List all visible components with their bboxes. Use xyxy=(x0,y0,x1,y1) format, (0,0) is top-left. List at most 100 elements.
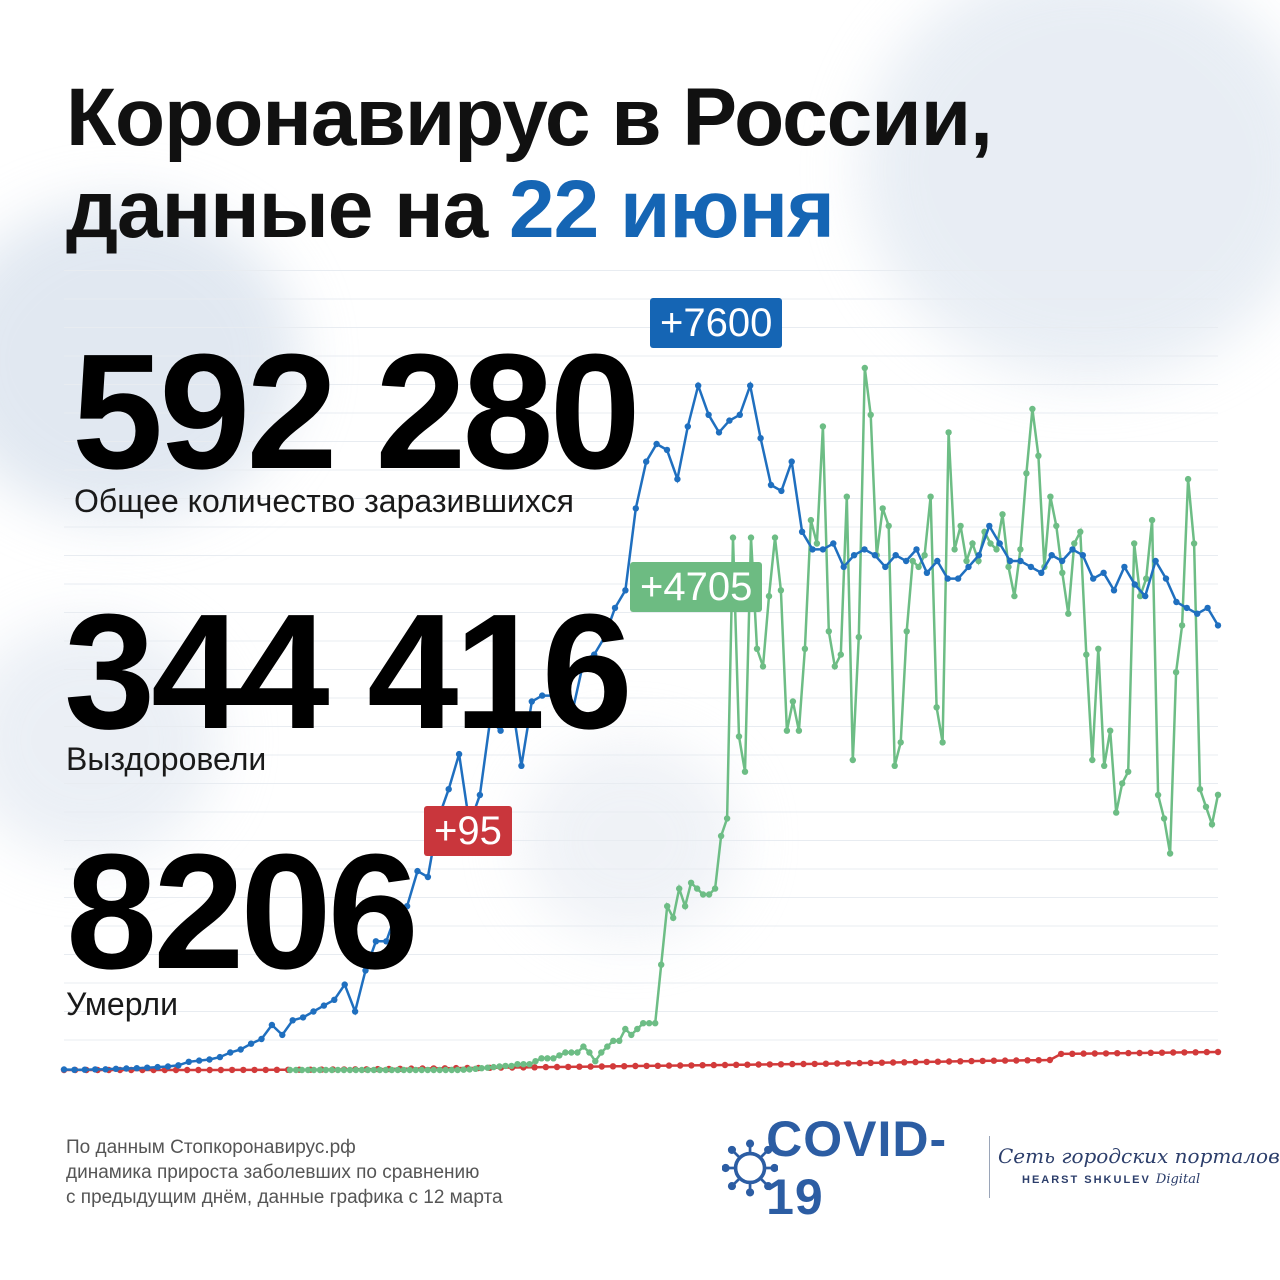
data-point-recovered xyxy=(340,1066,348,1074)
data-point-recovered xyxy=(993,546,1000,553)
data-point-infected xyxy=(1110,587,1118,594)
data-point-deaths xyxy=(789,1060,796,1068)
data-point-recovered xyxy=(490,1063,497,1071)
data-point-recovered xyxy=(951,546,958,553)
data-point-deaths xyxy=(228,1066,236,1074)
data-point-recovered xyxy=(957,522,964,530)
data-point-recovered xyxy=(693,885,701,892)
infected-delta-badge: +7600 xyxy=(650,298,783,348)
data-point-recovered xyxy=(346,1066,354,1074)
data-point-infected xyxy=(923,569,931,576)
data-point-infected xyxy=(476,791,484,799)
data-point-infected xyxy=(216,1053,224,1061)
data-point-infected xyxy=(1048,552,1055,559)
data-point-infected xyxy=(393,908,400,916)
data-point-recovered xyxy=(1143,575,1150,582)
data-point-recovered xyxy=(1023,470,1030,477)
data-point-recovered xyxy=(478,1065,485,1072)
data-point-recovered xyxy=(681,903,689,910)
data-point-recovered xyxy=(777,587,785,594)
data-point-recovered xyxy=(1035,452,1042,459)
data-point-recovered xyxy=(316,1066,324,1074)
data-point-recovered xyxy=(765,592,773,600)
data-point-infected xyxy=(954,575,962,582)
data-point-recovered xyxy=(388,1066,395,1074)
data-point-infected xyxy=(653,440,660,448)
data-point-recovered xyxy=(628,1031,635,1039)
source-footnote: По данным Стопкоронавирус.рф динамика пр… xyxy=(66,1135,503,1210)
data-point-deaths xyxy=(1192,1049,1199,1056)
data-point-recovered xyxy=(418,1066,425,1074)
data-point-infected xyxy=(320,1002,328,1009)
data-point-deaths xyxy=(621,1063,628,1070)
data-point-recovered xyxy=(807,516,815,524)
data-point-deaths xyxy=(979,1057,986,1065)
data-point-recovered xyxy=(406,1066,413,1074)
data-point-deaths xyxy=(1013,1057,1020,1064)
data-point-recovered xyxy=(1196,786,1204,793)
data-point-infected xyxy=(1017,557,1024,565)
data-point-recovered xyxy=(442,1066,449,1074)
data-point-recovered xyxy=(514,1061,521,1068)
data-point-recovered xyxy=(652,1020,659,1027)
data-point-recovered xyxy=(394,1066,401,1074)
data-point-recovered xyxy=(448,1066,455,1074)
data-point-infected xyxy=(622,587,629,594)
data-point-recovered xyxy=(304,1066,312,1074)
data-point-recovered xyxy=(676,885,683,892)
data-point-deaths xyxy=(195,1066,202,1074)
data-point-recovered xyxy=(1190,540,1198,547)
data-point-deaths xyxy=(856,1059,863,1067)
data-point-infected xyxy=(778,487,785,495)
data-point-recovered xyxy=(574,1049,581,1056)
deaths-delta-badge: +95 xyxy=(424,806,512,856)
data-point-deaths xyxy=(845,1060,852,1067)
data-point-infected xyxy=(175,1062,182,1069)
data-point-infected xyxy=(144,1064,151,1071)
data-point-infected xyxy=(414,867,421,875)
data-point-infected xyxy=(455,750,463,758)
data-point-deaths xyxy=(553,1063,561,1071)
data-point-deaths xyxy=(744,1061,751,1068)
data-point-recovered xyxy=(999,511,1006,518)
data-point-deaths xyxy=(800,1060,807,1068)
data-point-deaths xyxy=(1125,1049,1132,1057)
data-point-recovered xyxy=(364,1066,371,1074)
recovered-total: 344 416 xyxy=(64,580,633,763)
data-point-infected xyxy=(528,698,535,705)
data-point-deaths xyxy=(172,1066,180,1074)
data-point-recovered xyxy=(586,1049,593,1056)
data-point-recovered xyxy=(538,1055,545,1062)
data-point-recovered xyxy=(891,762,898,769)
data-point-recovered xyxy=(634,1025,641,1033)
data-point-recovered xyxy=(801,645,809,652)
data-point-recovered xyxy=(915,563,922,571)
data-point-recovered xyxy=(903,628,910,635)
data-point-infected xyxy=(227,1049,234,1056)
data-point-deaths xyxy=(1080,1050,1087,1057)
data-point-deaths xyxy=(945,1058,953,1065)
data-point-deaths xyxy=(912,1058,919,1066)
data-point-recovered xyxy=(729,534,737,541)
data-point-recovered xyxy=(658,961,665,968)
data-point-infected xyxy=(1194,610,1201,617)
data-point-infected xyxy=(674,475,681,483)
data-point-deaths xyxy=(968,1057,975,1065)
data-point-infected xyxy=(840,563,847,571)
data-point-infected xyxy=(591,651,598,658)
data-point-infected xyxy=(1006,557,1014,565)
data-point-recovered xyxy=(747,534,755,541)
data-point-recovered xyxy=(867,411,874,418)
title-line-1: Коронавирус в России, xyxy=(66,72,993,163)
data-point-deaths xyxy=(643,1062,650,1070)
data-point-recovered xyxy=(855,633,862,641)
data-point-deaths xyxy=(934,1058,942,1065)
data-point-infected xyxy=(351,1008,359,1015)
covid-logo: COVID-19 xyxy=(722,1111,982,1225)
title-date: 22 июня xyxy=(509,164,835,255)
data-point-deaths xyxy=(576,1063,583,1070)
data-point-deaths xyxy=(184,1066,191,1074)
data-point-recovered xyxy=(1208,821,1216,828)
data-point-infected xyxy=(819,546,827,553)
data-point-recovered xyxy=(1071,540,1078,547)
